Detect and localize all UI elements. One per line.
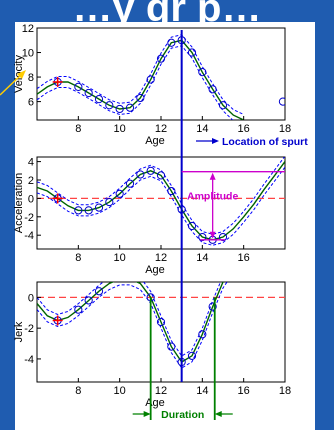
y-tick-label: 10 [22, 48, 34, 60]
duration-label: Duration [161, 409, 204, 421]
chart-0: 81012141618681012AgeVelocity [13, 23, 291, 147]
x-tick-label: 18 [279, 385, 291, 397]
fitted-curve [37, 161, 285, 241]
x-tick-label: 8 [75, 385, 81, 397]
data-marker [187, 48, 197, 57]
x-tick-label: 12 [155, 123, 167, 135]
y-axis-label: Jerk [13, 321, 25, 342]
y-tick-label: 8 [28, 72, 34, 84]
confidence-band-upper [37, 157, 285, 235]
fitted-curve [37, 282, 224, 363]
data-marker [146, 166, 155, 175]
x-tick-label: 16 [238, 385, 250, 397]
data-marker [198, 232, 207, 242]
x-tick-label: 14 [196, 252, 208, 264]
plot-area-frame [36, 281, 286, 383]
y-tick-label: -4 [24, 354, 34, 366]
x-tick-label: 16 [238, 252, 250, 264]
data-marker [74, 206, 83, 215]
spurt-label-arrowhead [212, 138, 219, 144]
data-marker [218, 232, 228, 242]
pointer-arrowhead [17, 70, 26, 79]
confidence-band-lower [37, 166, 285, 246]
data-marker [125, 103, 135, 112]
x-tick-label: 14 [196, 385, 208, 397]
chart-2: 8 10 12 14 16 18 0 -2 -4 Age Jerk [13, 281, 291, 409]
data-marker [156, 54, 166, 63]
data-marker [125, 179, 135, 188]
data-marker [167, 342, 176, 351]
data-marker [218, 101, 228, 110]
y-tick-label: 6 [28, 97, 34, 109]
confidence-band-upper [37, 282, 222, 357]
y-tick-label: -4 [24, 230, 34, 242]
y-tick-label: -2 [24, 212, 34, 224]
spurt-location-label: Location of spurt [222, 136, 308, 148]
plot-data [37, 34, 285, 120]
x-tick-label: 12 [155, 385, 167, 397]
x-tick-label: 8 [75, 123, 81, 135]
data-marker [74, 305, 83, 314]
data-marker [115, 189, 124, 198]
x-tick-label: 14 [196, 123, 208, 135]
x-tick-label: 12 [155, 252, 167, 264]
plot-area-frame [36, 27, 286, 121]
amplitude-arrowhead-up [209, 172, 216, 180]
data-marker [84, 88, 93, 98]
y-tick-label: 0 [28, 292, 34, 304]
amplitude-arrowhead-down [209, 231, 216, 239]
data-marker [136, 170, 145, 179]
data-marker [167, 38, 176, 47]
annotations-layer: Location of spurt Amplitude Duration [0, 30, 308, 421]
data-marker [278, 97, 285, 106]
data-marker [94, 95, 104, 104]
data-marker [74, 82, 83, 91]
x-tick-label: 10 [114, 123, 126, 135]
data-marker [198, 68, 207, 77]
confidence-band-lower [37, 282, 228, 369]
data-marker [94, 203, 104, 212]
data-marker [146, 75, 155, 84]
y-tick-label: 12 [22, 23, 34, 35]
pointer-arrow [0, 73, 23, 96]
x-tick-label: 16 [238, 123, 250, 135]
data-marker [167, 186, 176, 196]
data-marker [136, 93, 145, 103]
data-marker [105, 101, 114, 110]
y-tick-label: 2 [28, 175, 34, 187]
charts-layer: 81012141618681012AgeVelocity810121416420… [13, 23, 291, 409]
data-marker [84, 296, 93, 305]
data-marker [156, 317, 166, 327]
y-axis-label: Acceleration [13, 173, 25, 234]
x-axis-label: Age [145, 397, 165, 409]
data-marker [94, 287, 104, 296]
data-marker [187, 351, 197, 360]
y-tick-label: 4 [28, 157, 34, 169]
data-marker [208, 85, 217, 94]
x-axis-label: Age [145, 135, 165, 147]
data-marker [115, 104, 124, 114]
data-marker [187, 221, 197, 231]
x-axis-label: Age [145, 264, 165, 276]
data-marker [156, 171, 166, 180]
x-tick-label: 8 [75, 252, 81, 264]
y-tick-label: 0 [28, 193, 34, 205]
confidence-band-lower [37, 45, 234, 120]
data-marker [208, 302, 217, 311]
confidence-band-upper [37, 34, 244, 115]
y-tick-label: -2 [24, 323, 34, 335]
amplitude-label: Amplitude [187, 191, 238, 203]
data-marker [198, 330, 207, 339]
data-marker [84, 206, 93, 215]
duration-arrowhead-right [214, 411, 222, 417]
plot-area-frame [36, 156, 286, 250]
plot-data [37, 282, 285, 369]
x-tick-label: 10 [114, 385, 126, 397]
duration-arrowhead-left [143, 411, 151, 417]
fitted-curve [37, 39, 244, 120]
x-tick-label: 10 [114, 252, 126, 264]
x-tick-label: 18 [279, 123, 291, 135]
data-marker [105, 197, 114, 207]
